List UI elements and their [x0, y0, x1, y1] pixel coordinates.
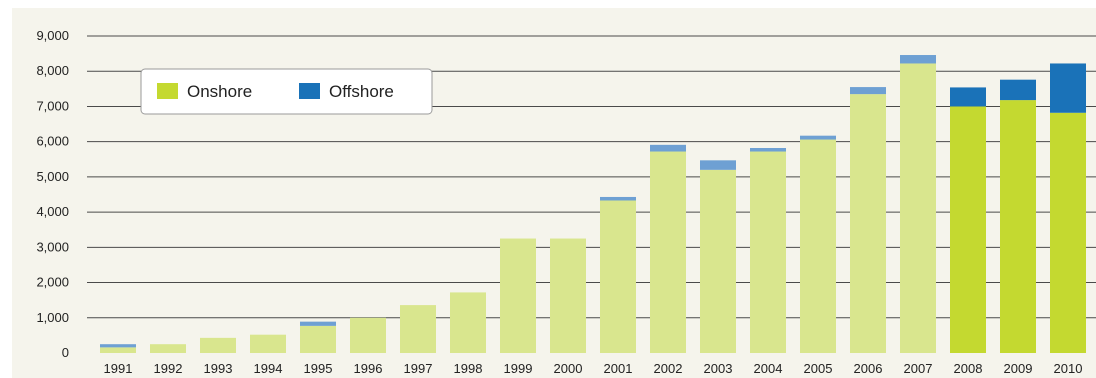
legend-item-offshore-swatch	[299, 83, 320, 99]
x-tick-label: 1999	[504, 361, 533, 376]
bar-offshore	[700, 160, 736, 170]
bar-offshore	[800, 135, 836, 140]
x-tick-label: 2007	[904, 361, 933, 376]
bar-onshore	[850, 94, 886, 353]
bar-onshore	[450, 292, 486, 353]
legend-item-offshore-label: Offshore	[329, 82, 394, 101]
x-tick-label: 2005	[804, 361, 833, 376]
x-tick-label: 2003	[704, 361, 733, 376]
bar-offshore	[850, 87, 886, 95]
x-tick-label: 2008	[954, 361, 983, 376]
bar-offshore	[1000, 79, 1036, 101]
bar-offshore	[300, 321, 336, 326]
bar-onshore	[650, 151, 686, 353]
x-tick-label: 2001	[604, 361, 633, 376]
legend-item-onshore-swatch	[157, 83, 178, 99]
x-tick-label: 1995	[304, 361, 333, 376]
bar-onshore	[350, 317, 386, 353]
x-tick-label: 1997	[404, 361, 433, 376]
bar-onshore	[600, 200, 636, 353]
bar-onshore	[800, 139, 836, 353]
y-tick-label: 3,000	[36, 239, 69, 254]
y-tick-label: 2,000	[36, 275, 69, 290]
bar-offshore	[750, 148, 786, 152]
y-tick-label: 9,000	[36, 28, 69, 43]
bar-onshore	[400, 305, 436, 353]
bar-onshore	[900, 63, 936, 354]
y-tick-label: 5,000	[36, 169, 69, 184]
y-tick-label: 1,000	[36, 310, 69, 325]
x-tick-label: 2000	[554, 361, 583, 376]
legend-box	[140, 68, 433, 115]
x-tick-label: 1998	[454, 361, 483, 376]
legend-item-onshore-label: Onshore	[187, 82, 252, 101]
x-tick-label: 1994	[254, 361, 283, 376]
x-tick-label: 1991	[104, 361, 133, 376]
bar-offshore	[600, 196, 636, 201]
x-tick-label: 2006	[854, 361, 883, 376]
bar-onshore	[950, 106, 986, 353]
x-tick-label: 1996	[354, 361, 383, 376]
bar-onshore	[750, 151, 786, 353]
y-tick-label: 7,000	[36, 98, 69, 113]
y-tick-label: 4,000	[36, 204, 69, 219]
bar-onshore	[550, 238, 586, 353]
axis-labels: 0 1,000 2,000 3,000 4,000 5,000 6,000 7,000 8,00…	[36, 28, 1082, 376]
x-tick-label: 2009	[1004, 361, 1033, 376]
x-tick-label: 2002	[654, 361, 683, 376]
y-tick-label: 6,000	[36, 134, 69, 149]
x-tick-label: 2010	[1054, 361, 1083, 376]
bar-onshore	[1050, 112, 1086, 353]
bar-onshore	[250, 334, 286, 353]
bar-onshore	[100, 347, 136, 353]
bar-onshore	[200, 337, 236, 353]
y-tick-label: 8,000	[36, 63, 69, 78]
x-tick-label: 1992	[154, 361, 183, 376]
bar-onshore	[300, 325, 336, 353]
bars	[100, 55, 1086, 354]
bar-offshore	[650, 144, 686, 152]
bar-offshore	[900, 55, 936, 64]
legend: Onshore Offshore	[140, 68, 433, 115]
bar-offshore	[100, 344, 136, 348]
bar-onshore	[500, 238, 536, 353]
bar-onshore	[700, 169, 736, 353]
y-tick-label: 0	[62, 345, 69, 360]
bar-onshore	[150, 344, 186, 353]
x-tick-label: 2004	[754, 361, 783, 376]
bar-onshore	[1000, 100, 1036, 353]
bar-offshore	[1050, 63, 1086, 113]
x-tick-label: 1993	[204, 361, 233, 376]
bar-offshore	[950, 87, 986, 107]
